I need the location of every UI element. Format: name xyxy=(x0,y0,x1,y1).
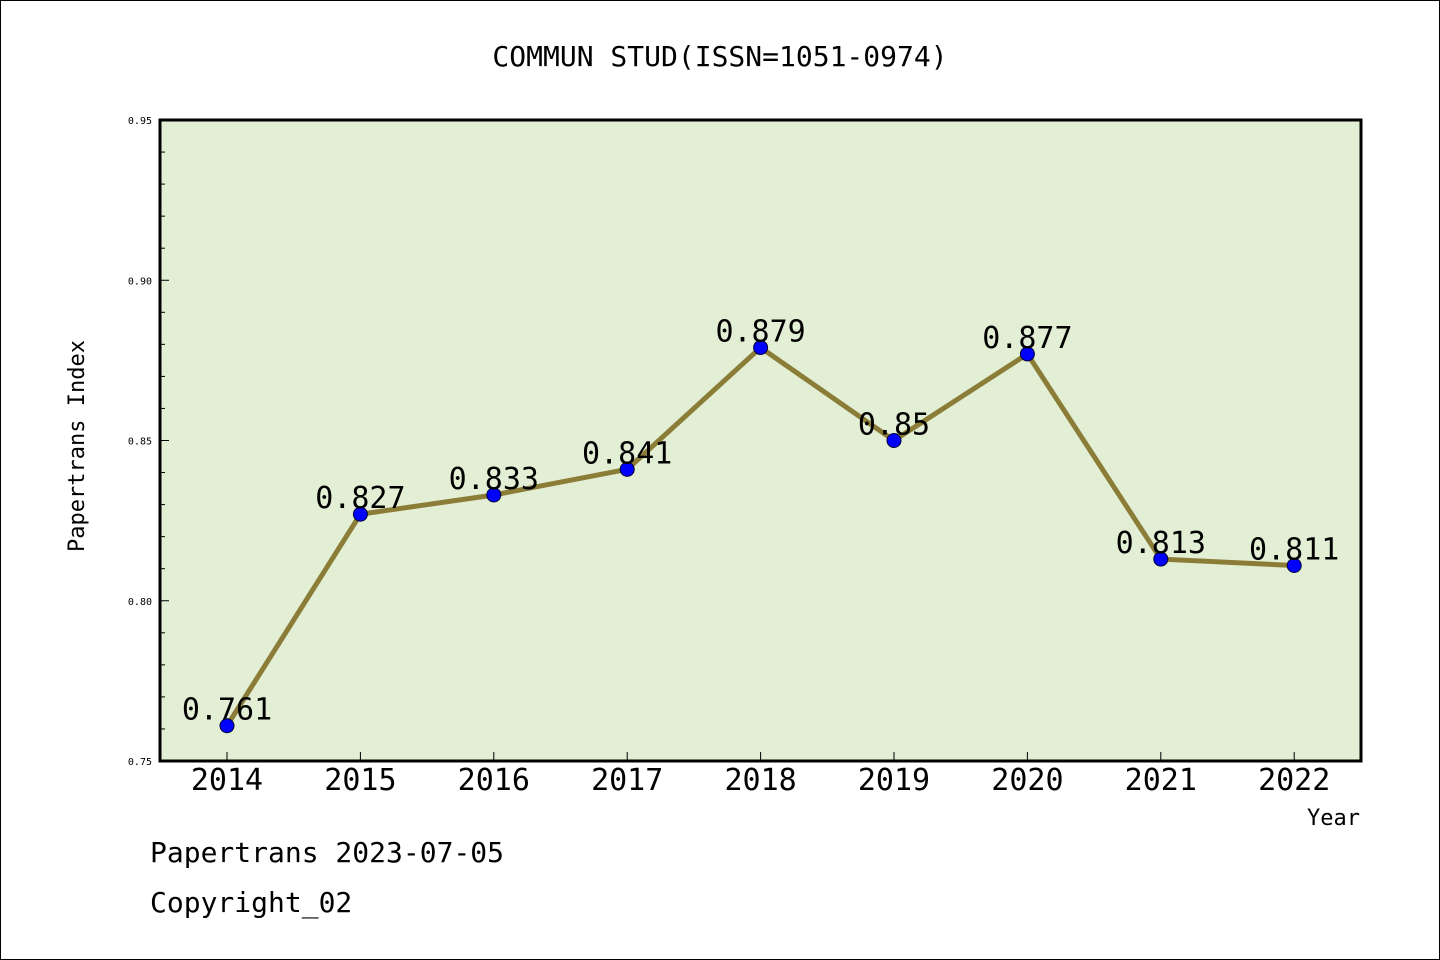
x-axis: 2014 2015 2016 2017 2018 2019 2020 2021 2022 xyxy=(191,752,1330,798)
x-axis-label: Year xyxy=(1307,806,1360,831)
data-point xyxy=(486,487,502,503)
data-label: 0.833 xyxy=(449,462,539,497)
data-label: 0.827 xyxy=(315,481,405,516)
x-tick-label: 2016 xyxy=(458,763,530,798)
data-label: 0.841 xyxy=(582,436,672,471)
data-label: 0.879 xyxy=(715,315,805,350)
y-tick-label: 0.80 xyxy=(128,597,152,608)
y-tick-label: 0.75 xyxy=(128,757,152,768)
data-label: 0.877 xyxy=(982,321,1072,356)
data-label: 0.811 xyxy=(1249,532,1339,567)
x-tick-label: 2021 xyxy=(1125,763,1197,798)
data-point xyxy=(1019,346,1035,362)
data-label-group: 0.761 0.827 0.833 0.841 0.879 0.85 0.877 0.813 0… xyxy=(182,315,1340,728)
x-tick-label: 2020 xyxy=(991,763,1063,798)
plot-area xyxy=(158,118,1363,763)
data-label: 0.761 xyxy=(182,693,272,728)
data-point xyxy=(753,340,769,356)
data-point xyxy=(219,718,235,734)
chart-title: COMMUN STUD(ISSN=1051-0974) xyxy=(492,40,947,73)
data-point xyxy=(1286,557,1302,573)
y-axis-label: Papertrans Index xyxy=(65,340,90,552)
y-axis: 0.75 0.80 0.85 0.90 0.95 xyxy=(128,116,169,768)
data-label: 0.85 xyxy=(858,408,930,443)
data-point xyxy=(1153,551,1169,567)
data-point xyxy=(352,506,368,522)
footer-date: Papertrans 2023-07-05 xyxy=(150,836,505,869)
x-tick-label: 2015 xyxy=(324,763,396,798)
data-point xyxy=(619,461,635,477)
x-tick-label: 2014 xyxy=(191,763,263,798)
x-tick-label: 2018 xyxy=(724,763,796,798)
y-tick-label: 0.90 xyxy=(128,276,152,287)
series-line-group xyxy=(219,340,1302,734)
y-tick-label: 0.95 xyxy=(128,116,152,127)
data-point xyxy=(886,433,902,448)
data-label: 0.813 xyxy=(1116,526,1206,561)
x-tick-label: 2019 xyxy=(858,763,930,798)
x-tick-label: 2017 xyxy=(591,763,663,798)
footer-copyright: Copyright_02 xyxy=(150,886,353,919)
x-tick-label: 2022 xyxy=(1258,763,1330,798)
y-tick-label: 0.85 xyxy=(128,437,152,448)
